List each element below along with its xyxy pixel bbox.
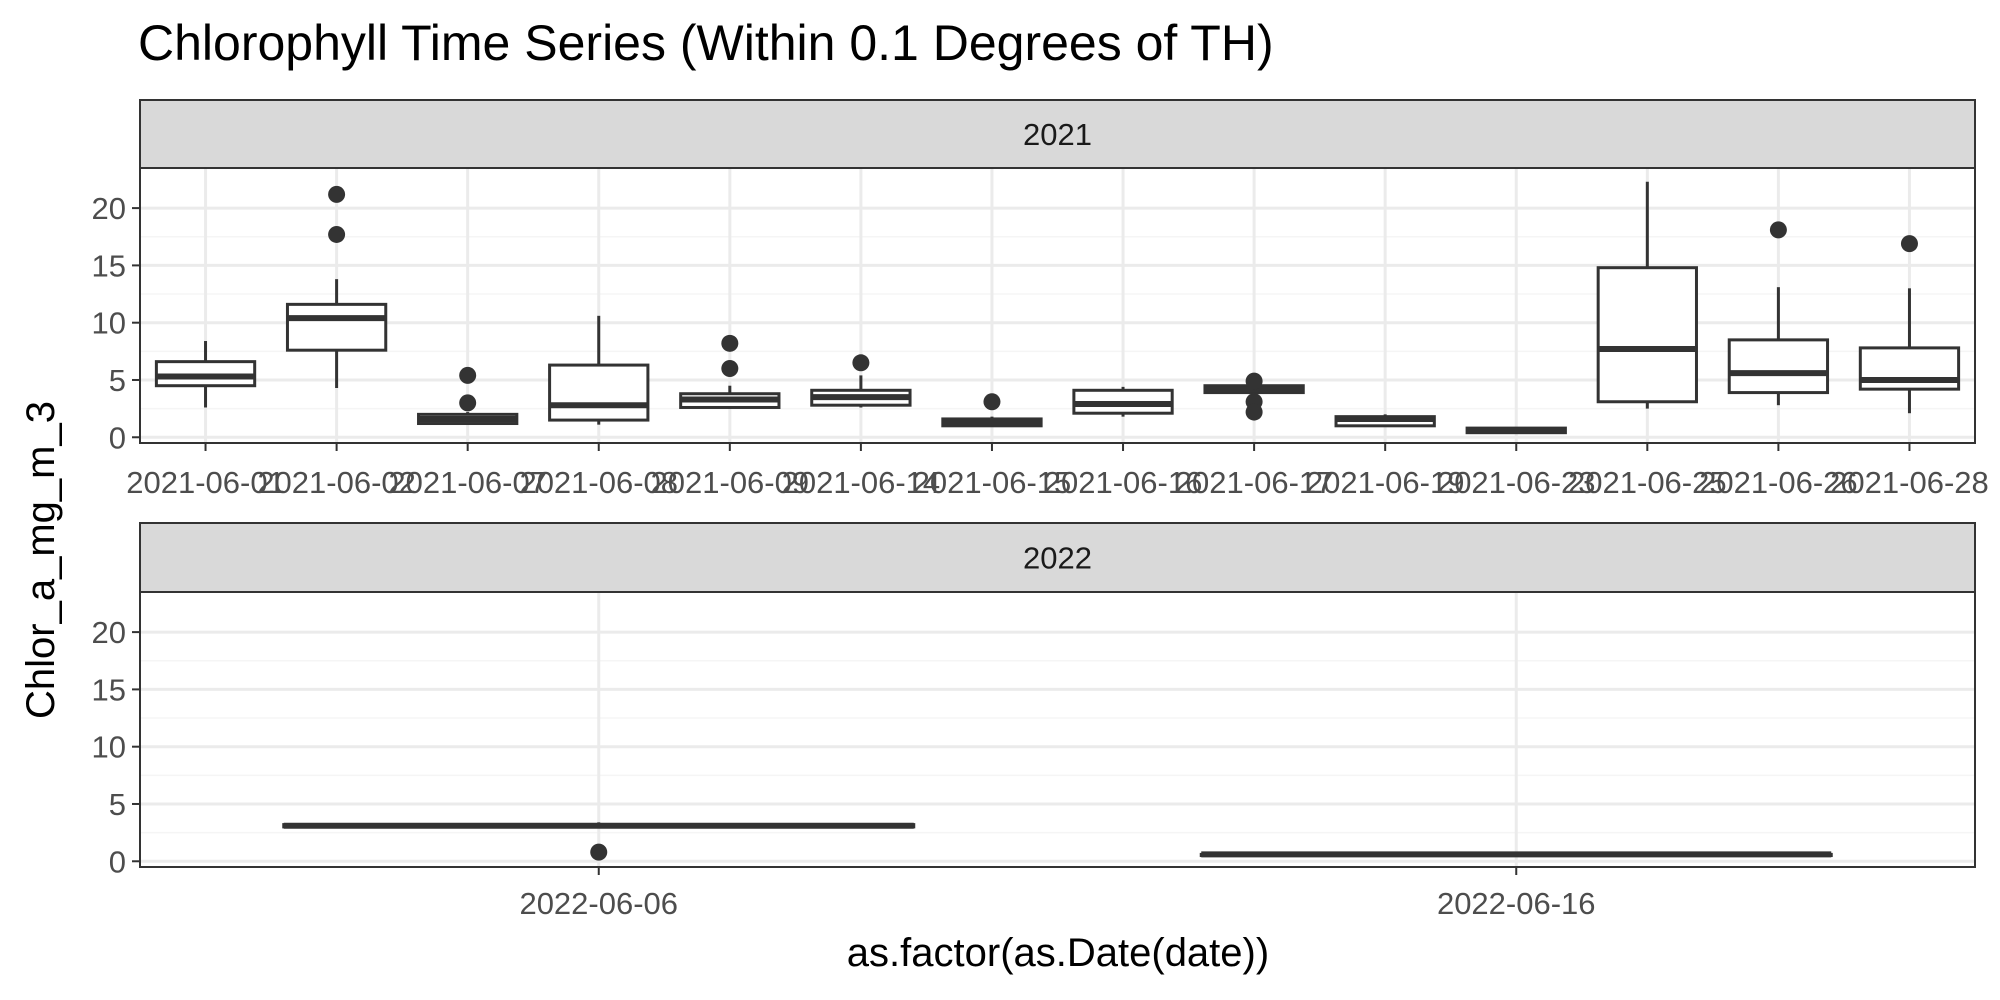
box-2021-06-15: [941, 393, 1043, 428]
y-axis-title: Chlor_a_mg_m_3: [19, 401, 63, 719]
box-2021-06-16: [1072, 386, 1174, 417]
box-2021-06-28: [1858, 235, 1961, 414]
box-2021-06-09: [679, 334, 781, 409]
outlier-point: [1900, 235, 1918, 253]
outlier-point: [852, 354, 870, 372]
y-tick-label: 5: [109, 787, 126, 822]
x-tick-label: 2021-06-08: [519, 465, 678, 500]
facet-strip: [139, 99, 1976, 169]
box-2021-06-02: [285, 185, 388, 388]
box-2021-06-01: [154, 341, 257, 408]
y-tick-label: 20: [92, 191, 126, 226]
x-tick-label: 2022-06-16: [1437, 886, 1596, 921]
y-tick-label: 20: [92, 615, 126, 650]
x-tick-label: 2021-06-02: [257, 465, 416, 500]
x-tick-label: 2021-06-15: [913, 465, 1072, 500]
x-tick-label: 2021-06-26: [1699, 465, 1858, 500]
facet-strip-label: 2021: [1023, 117, 1092, 152]
x-tick-label: 2021-06-28: [1830, 465, 1989, 500]
facet-panel-2021: 2021051015202021-06-012021-06-022021-06-…: [92, 99, 1989, 500]
outlier-point: [1245, 403, 1263, 421]
box-2022-06-06: [282, 822, 916, 861]
x-tick-label: 2021-06-07: [388, 465, 547, 500]
outlier-point: [328, 225, 346, 243]
outlier-point: [459, 394, 477, 412]
box-2021-06-07: [417, 366, 519, 426]
outlier-point: [459, 366, 477, 384]
outlier-point: [328, 185, 346, 203]
box-2021-06-26: [1727, 221, 1830, 406]
box-iqr: [285, 302, 388, 352]
box-2022-06-16: [1199, 851, 1833, 858]
box-2021-06-25: [1596, 181, 1698, 409]
x-tick-label: 2021-06-09: [651, 465, 810, 500]
x-tick-label: 2021-06-23: [1437, 465, 1596, 500]
y-tick-label: 15: [92, 672, 126, 707]
box-iqr: [1727, 338, 1830, 395]
outlier-point: [1245, 372, 1263, 390]
facet-strip: [139, 522, 1976, 593]
y-tick-label: 10: [92, 730, 126, 765]
panel-border: [139, 591, 1976, 868]
y-tick-label: 0: [109, 844, 126, 879]
box-2021-06-14: [810, 354, 912, 408]
x-tick-label: 2021-06-16: [1044, 465, 1203, 500]
box-iqr: [1596, 266, 1698, 404]
y-tick-label: 0: [109, 420, 126, 455]
box-2021-06-19: [1334, 414, 1436, 428]
y-tick-label: 15: [92, 248, 126, 283]
outlier-point: [1769, 221, 1787, 239]
outlier-point: [983, 393, 1001, 411]
outlier-point: [590, 843, 608, 861]
panel-background: [140, 592, 1975, 867]
panel-border: [139, 167, 1976, 444]
facet-strip-label: 2022: [1023, 541, 1092, 576]
y-tick-label: 5: [109, 363, 126, 398]
x-tick-label: 2021-06-14: [782, 465, 941, 500]
box-2021-06-17: [1203, 372, 1305, 421]
x-tick-label: 2021-06-25: [1568, 465, 1727, 500]
y-tick-label: 10: [92, 306, 126, 341]
x-tick-label: 2022-06-06: [519, 886, 678, 921]
box-2021-06-08: [548, 315, 650, 425]
facet-panel-2022: 2022 0 5 10 15 20 2022-06-06 2022-06-16: [92, 522, 1976, 921]
facet-panels: 2021051015202021-06-012021-06-022021-06-…: [92, 99, 1989, 921]
box-iqr: [548, 363, 650, 422]
x-tick-label: 2021-06-17: [1175, 465, 1334, 500]
outlier-point: [721, 360, 739, 378]
x-axis-title: as.factor(as.Date(date)): [847, 931, 1269, 975]
x-tick-label: 2021-06-19: [1306, 465, 1465, 500]
chart-title: Chlorophyll Time Series (Within 0.1 Degr…: [138, 15, 1274, 71]
x-tick-label: 2021-06-01: [126, 465, 285, 500]
box-2021-06-23: [1465, 426, 1567, 435]
outlier-point: [721, 334, 739, 352]
